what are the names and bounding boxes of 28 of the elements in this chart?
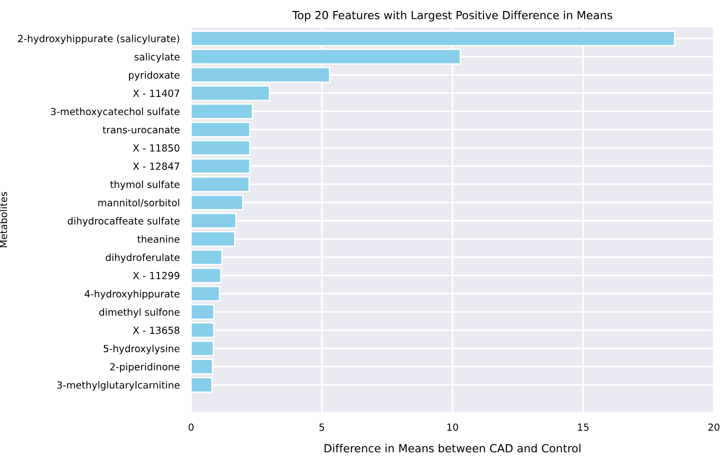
y-tick-label: mannitol/sorbitol	[98, 198, 180, 208]
y-tick-label: trans-urocanate	[102, 126, 180, 134]
y-tick-label: X - 12847	[133, 162, 180, 170]
y-tick-label: 3-methoxycatechol sulfate	[51, 108, 180, 118]
y-tick-label: X - 11850	[133, 144, 180, 152]
y-tick-label: 2-piperidinone	[110, 362, 180, 372]
x-tick-label: 0	[188, 423, 194, 431]
x-axis-title: Difference in Means between CAD and Control	[324, 444, 580, 452]
y-axis-title: Metabolites	[0, 192, 8, 248]
y-tick-label: dimethyl sulfone	[99, 308, 180, 318]
y-tick-label: 2-hydroxyhippurate (salicylurate)	[18, 34, 180, 44]
chart-title: Top 20 Features with Largest Positive Difference in Means	[292, 10, 612, 22]
y-tick-label: pyridoxate	[128, 71, 180, 81]
y-tick-label: dihydrocaffeate sulfate	[68, 217, 180, 226]
y-tick-label: X - 11407	[133, 90, 180, 97]
y-tick-label: thymol sulfate	[110, 180, 180, 190]
x-tick-label: 20	[708, 423, 720, 431]
y-tick-label: 4-hydroxyhippurate	[84, 290, 180, 300]
y-tick-label: X - 13658	[133, 326, 180, 334]
x-tick-label: 5	[319, 424, 324, 431]
y-tick-label: 5-hydroxylysine	[104, 344, 180, 354]
y-tick-label: theanine	[137, 235, 180, 243]
y-tick-label: X - 11299	[133, 272, 180, 280]
y-tick-label: 3-methylglutarylcarnitine	[57, 381, 180, 391]
x-tick-label: 10	[447, 423, 458, 431]
x-tick-label: 15	[578, 424, 589, 431]
y-tick-label: salicylate	[134, 52, 180, 62]
y-tick-label: dihydroferulate	[106, 254, 180, 263]
